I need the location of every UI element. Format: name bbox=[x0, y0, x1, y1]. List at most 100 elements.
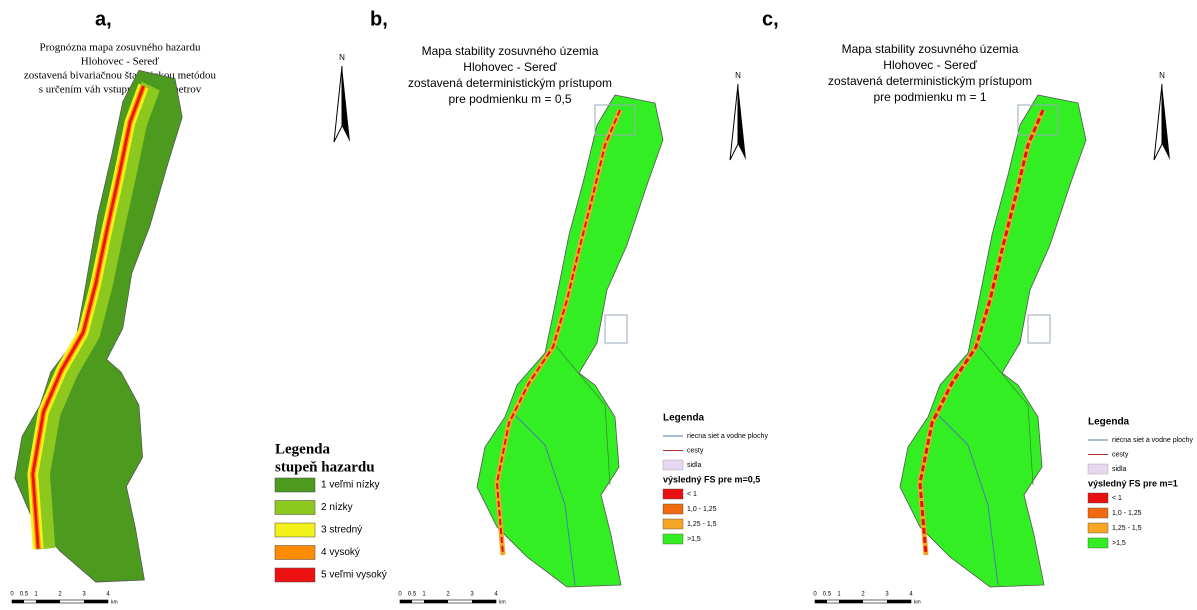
scale-label: 1 bbox=[837, 592, 841, 598]
map-title: Prognózna mapa zosuvného hazardu bbox=[40, 42, 201, 54]
legend-swatch bbox=[275, 478, 315, 492]
legend-swatch bbox=[1088, 523, 1108, 533]
scale-bar bbox=[887, 600, 911, 603]
legend-swatch bbox=[275, 523, 315, 537]
legend-label: 1,25 - 1,5 bbox=[687, 521, 717, 528]
north-arrow bbox=[1162, 84, 1170, 160]
figure: a, Prognózna mapa zosuvného hazardu Hlohov… bbox=[0, 0, 1197, 605]
map-panel: a, Prognózna mapa zosuvného hazardu Hlohov… bbox=[10, 8, 386, 605]
panel-label: c, bbox=[762, 8, 779, 30]
scale-unit: km bbox=[499, 599, 506, 605]
legend-title: stupeň hazardu bbox=[275, 459, 375, 475]
map-title: Hlohovec - Sereď bbox=[883, 58, 977, 72]
legend-title: Legenda bbox=[663, 413, 705, 424]
scale-bar bbox=[472, 600, 496, 603]
legend-label: riecna siet a vodne plochy bbox=[687, 433, 768, 440]
scale-label: 0.5 bbox=[20, 592, 29, 598]
scale-label: 1 bbox=[422, 592, 426, 598]
scale-label: 3 bbox=[470, 592, 474, 598]
legend-label: < 1 bbox=[1112, 495, 1122, 502]
map-title: Hlohovec - Sereď bbox=[81, 56, 160, 68]
legend-label: >1,5 bbox=[1112, 540, 1126, 547]
scale-label: 0 bbox=[813, 592, 817, 598]
scale-bar bbox=[839, 600, 863, 603]
map-title: pre podmienku m = 1 bbox=[873, 90, 986, 104]
map-title: zostavená deterministickým prístupom bbox=[828, 74, 1032, 88]
scale-label: 4 bbox=[494, 592, 498, 598]
legend-label: sidla bbox=[687, 462, 702, 469]
legend-label: 2 nízky bbox=[321, 502, 353, 513]
legend-label: 5 veľmi vysoký bbox=[321, 570, 387, 581]
legend-label: 3 stredný bbox=[321, 525, 362, 536]
legend-label: >1,5 bbox=[687, 536, 701, 543]
legend-symbol bbox=[1088, 464, 1108, 474]
legend-label: riecna siet a vodne plochy bbox=[1112, 437, 1193, 444]
scale-label: 3 bbox=[82, 592, 86, 598]
scale-bar bbox=[84, 600, 108, 603]
north-arrow bbox=[342, 66, 350, 142]
scale-label: 4 bbox=[909, 592, 913, 598]
legend-swatch bbox=[275, 546, 315, 560]
north-arrow bbox=[730, 84, 738, 160]
map-panel: b,Mapa stability zosuvného územiaHlohove… bbox=[370, 8, 768, 605]
scale-label: 0.5 bbox=[823, 592, 832, 598]
map-title: zostavená bivariačnou štatistickou metód… bbox=[24, 70, 217, 82]
terrain bbox=[477, 95, 663, 587]
map-title: Mapa stability zosuvného územia bbox=[422, 44, 599, 58]
legend-swatch bbox=[1088, 493, 1108, 503]
settlement bbox=[605, 315, 627, 343]
legend-subtitle: výsledný FS pre m=0,5 bbox=[663, 474, 760, 484]
map-title: pre podmienku m = 0,5 bbox=[448, 92, 571, 106]
legend-label: 1,0 - 1,25 bbox=[1112, 510, 1142, 517]
page: {"panels": [ {"label": "a,", "title": ["… bbox=[0, 0, 1197, 605]
panel-label: a, bbox=[95, 8, 112, 30]
legend-swatch bbox=[275, 568, 315, 582]
map-title: Mapa stability zosuvného územia bbox=[842, 42, 1019, 56]
scale-bar bbox=[815, 600, 827, 603]
scale-label: 4 bbox=[106, 592, 110, 598]
scale-label: 0 bbox=[398, 592, 402, 598]
north-arrow bbox=[1154, 84, 1162, 160]
scale-label: 1 bbox=[34, 592, 38, 598]
scale-label: 2 bbox=[861, 592, 865, 598]
legend-label: sidla bbox=[1112, 466, 1127, 473]
scale-bar bbox=[400, 600, 412, 603]
legend-symbol bbox=[663, 460, 683, 470]
legend-label: 4 vysoký bbox=[321, 547, 360, 558]
legend-title: Legenda bbox=[1088, 417, 1130, 428]
scale-label: 2 bbox=[446, 592, 450, 598]
scale-label: 2 bbox=[58, 592, 62, 598]
legend-swatch bbox=[663, 519, 683, 529]
legend-swatch bbox=[275, 501, 315, 515]
legend-label: cesty bbox=[1112, 451, 1129, 458]
north-label: N bbox=[1159, 71, 1165, 80]
legend-label: 1,25 - 1,5 bbox=[1112, 525, 1142, 532]
scale-label: 0 bbox=[10, 592, 14, 598]
map-body bbox=[15, 70, 182, 582]
scale-bar bbox=[424, 600, 448, 603]
legend-label: 1 veľmi nízky bbox=[321, 480, 380, 491]
map-body bbox=[900, 95, 1086, 587]
legend-label: 1,0 - 1,25 bbox=[687, 506, 717, 513]
scale-label: 3 bbox=[885, 592, 889, 598]
map-body bbox=[477, 95, 663, 587]
map-panel: c, Mapa stability zosuvného územia Hlohove… bbox=[762, 8, 1193, 605]
legend-swatch bbox=[1088, 508, 1108, 518]
scale-bar bbox=[12, 600, 24, 603]
legend-swatch bbox=[663, 489, 683, 499]
map-title: Hlohovec - Sereď bbox=[463, 60, 557, 74]
north-label: N bbox=[339, 53, 345, 62]
legend-title: Legenda bbox=[275, 441, 331, 457]
north-arrow bbox=[334, 66, 342, 142]
map-title: zostavená deterministickým prístupom bbox=[408, 76, 612, 90]
north-arrow bbox=[738, 84, 746, 160]
settlement bbox=[1028, 315, 1050, 343]
scale-unit: km bbox=[914, 599, 921, 605]
legend-swatch bbox=[663, 504, 683, 514]
legend-swatch bbox=[1088, 538, 1108, 548]
scale-label: 0.5 bbox=[408, 592, 417, 598]
scale-bar bbox=[36, 600, 60, 603]
legend-subtitle: výsledný FS pre m=1 bbox=[1088, 478, 1178, 488]
scale-unit: km bbox=[111, 599, 118, 605]
legend-swatch bbox=[663, 534, 683, 544]
